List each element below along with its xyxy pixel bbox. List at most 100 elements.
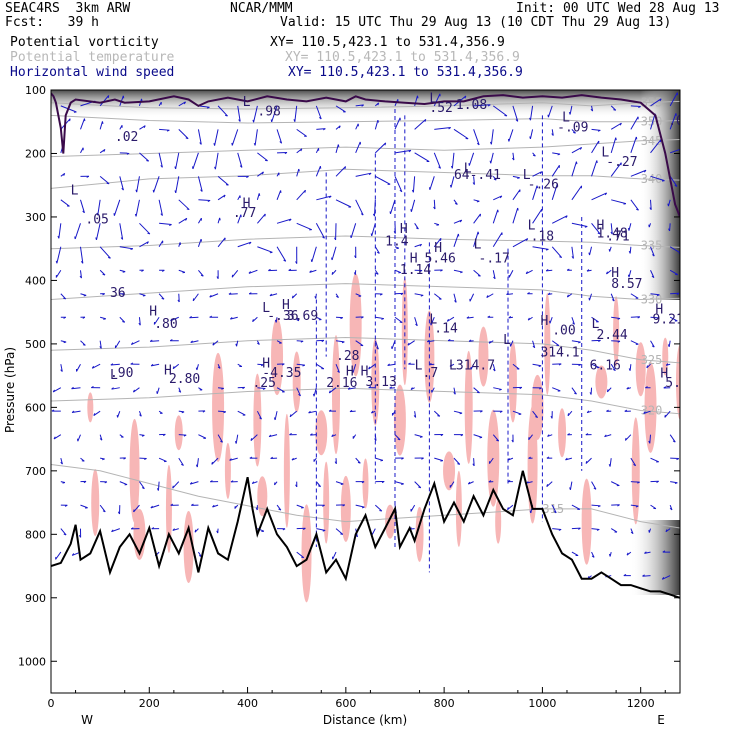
isentrope-line (51, 387, 680, 415)
wind-arrow (133, 387, 140, 393)
wind-arrow (371, 223, 376, 237)
wind-arrow (55, 269, 62, 278)
isentrope-line (51, 139, 680, 158)
pv-shading-patch (165, 464, 172, 553)
wind-arrow (565, 457, 573, 461)
wind-arrowhead (274, 319, 277, 323)
wind-arrowhead (249, 456, 253, 459)
wind-arrowhead (459, 219, 463, 223)
wind-arrowhead (617, 504, 620, 507)
wind-arrow (138, 317, 141, 326)
wind-arrowhead (195, 367, 198, 371)
wind-arrow (629, 364, 632, 371)
wind-arrowhead (633, 464, 636, 467)
wind-arrow (512, 363, 520, 370)
wind-arrowhead (433, 206, 436, 210)
wind-arrow (669, 176, 678, 187)
wind-arrow (56, 246, 62, 264)
wind-arrowhead (319, 116, 322, 120)
wind-arrowhead (149, 339, 153, 342)
wind-arrowhead (619, 122, 622, 126)
wind-arrow (92, 363, 101, 369)
wind-arrowhead (459, 412, 463, 415)
wind-arrowhead (130, 527, 134, 530)
wind-arrow (571, 340, 581, 343)
wind-arrowhead (83, 294, 87, 297)
wind-arrowhead (177, 299, 180, 303)
wind-arrowhead (440, 460, 443, 462)
wind-arrow (189, 316, 199, 319)
wind-arrow (433, 199, 436, 210)
wind-arrowhead (643, 411, 646, 414)
wind-arrowhead (415, 227, 419, 230)
wind-arrow (296, 168, 300, 177)
wind-arrowhead (308, 410, 311, 414)
wind-arrow (374, 504, 383, 512)
pv-shading-patch (371, 338, 380, 426)
wind-arrowhead (347, 387, 351, 390)
wind-arrow (591, 222, 601, 235)
wind-arrow (492, 270, 496, 279)
wind-arrowhead (185, 218, 188, 221)
extremum-label: H (164, 363, 172, 378)
wind-arrowhead (515, 119, 519, 122)
wind-arrowhead (212, 342, 215, 346)
wind-arrowhead (368, 386, 372, 389)
wind-arrowhead (161, 269, 165, 272)
wind-arrow (453, 457, 461, 465)
wind-arrowhead (344, 166, 347, 170)
wind-arrowhead (387, 363, 390, 366)
wind-arrowhead (416, 95, 419, 99)
wind-arrowhead (419, 243, 423, 247)
wind-arrow (335, 144, 339, 153)
wind-arrow (473, 129, 480, 146)
wind-arrow (294, 105, 298, 122)
extremum-label: .02 (115, 130, 138, 145)
wind-arrow (315, 223, 325, 239)
wind-arrow (490, 129, 494, 145)
wind-arrow (414, 118, 427, 130)
wind-arrowhead (248, 241, 252, 245)
wind-arrowhead (613, 109, 616, 111)
pv-shading-patch (283, 413, 290, 528)
wind-arrowhead (130, 248, 134, 251)
wind-arrow (60, 293, 67, 300)
extremum-label: 6.16 (590, 358, 621, 373)
wind-arrowhead (63, 297, 66, 300)
wind-arrowhead (172, 528, 175, 531)
wind-arrowhead (421, 457, 424, 460)
wind-arrowhead (183, 101, 186, 105)
wind-arrowhead (169, 224, 172, 226)
extremum-label: H (410, 252, 418, 267)
wind-arrowhead (298, 393, 301, 397)
wind-arrow (670, 481, 678, 484)
wind-arrow (589, 246, 593, 256)
wind-arrow (407, 340, 415, 346)
wind-arrowhead (377, 120, 379, 123)
lower-right-pv-shading (630, 520, 680, 595)
wind-arrowhead (331, 272, 334, 275)
extremum-label: 1.48 (596, 226, 627, 241)
wind-arrow (610, 122, 622, 130)
wind-arrowhead (559, 256, 562, 259)
wind-arrow (119, 481, 128, 486)
wind-arrow (473, 213, 481, 224)
extremum-label: 64-.41 (454, 168, 501, 183)
wind-arrowhead (143, 125, 146, 129)
wind-arrowhead (565, 457, 568, 461)
wind-arrowhead (370, 233, 373, 236)
wind-arrow (669, 269, 679, 276)
wind-arrowhead (608, 464, 611, 467)
wind-arrowhead (102, 458, 105, 461)
wind-arrowhead (361, 104, 364, 107)
wind-arrowhead (419, 270, 423, 273)
wind-arrowhead (279, 141, 282, 144)
wind-arrowhead (440, 434, 444, 437)
wind-arrowhead (53, 436, 56, 440)
isentrope-line (51, 283, 680, 301)
wind-arrow (630, 136, 637, 154)
wind-arrowhead (60, 369, 63, 372)
wind-arrowhead (472, 463, 475, 467)
wind-arrow (316, 363, 325, 370)
wind-arrowhead (401, 483, 404, 485)
